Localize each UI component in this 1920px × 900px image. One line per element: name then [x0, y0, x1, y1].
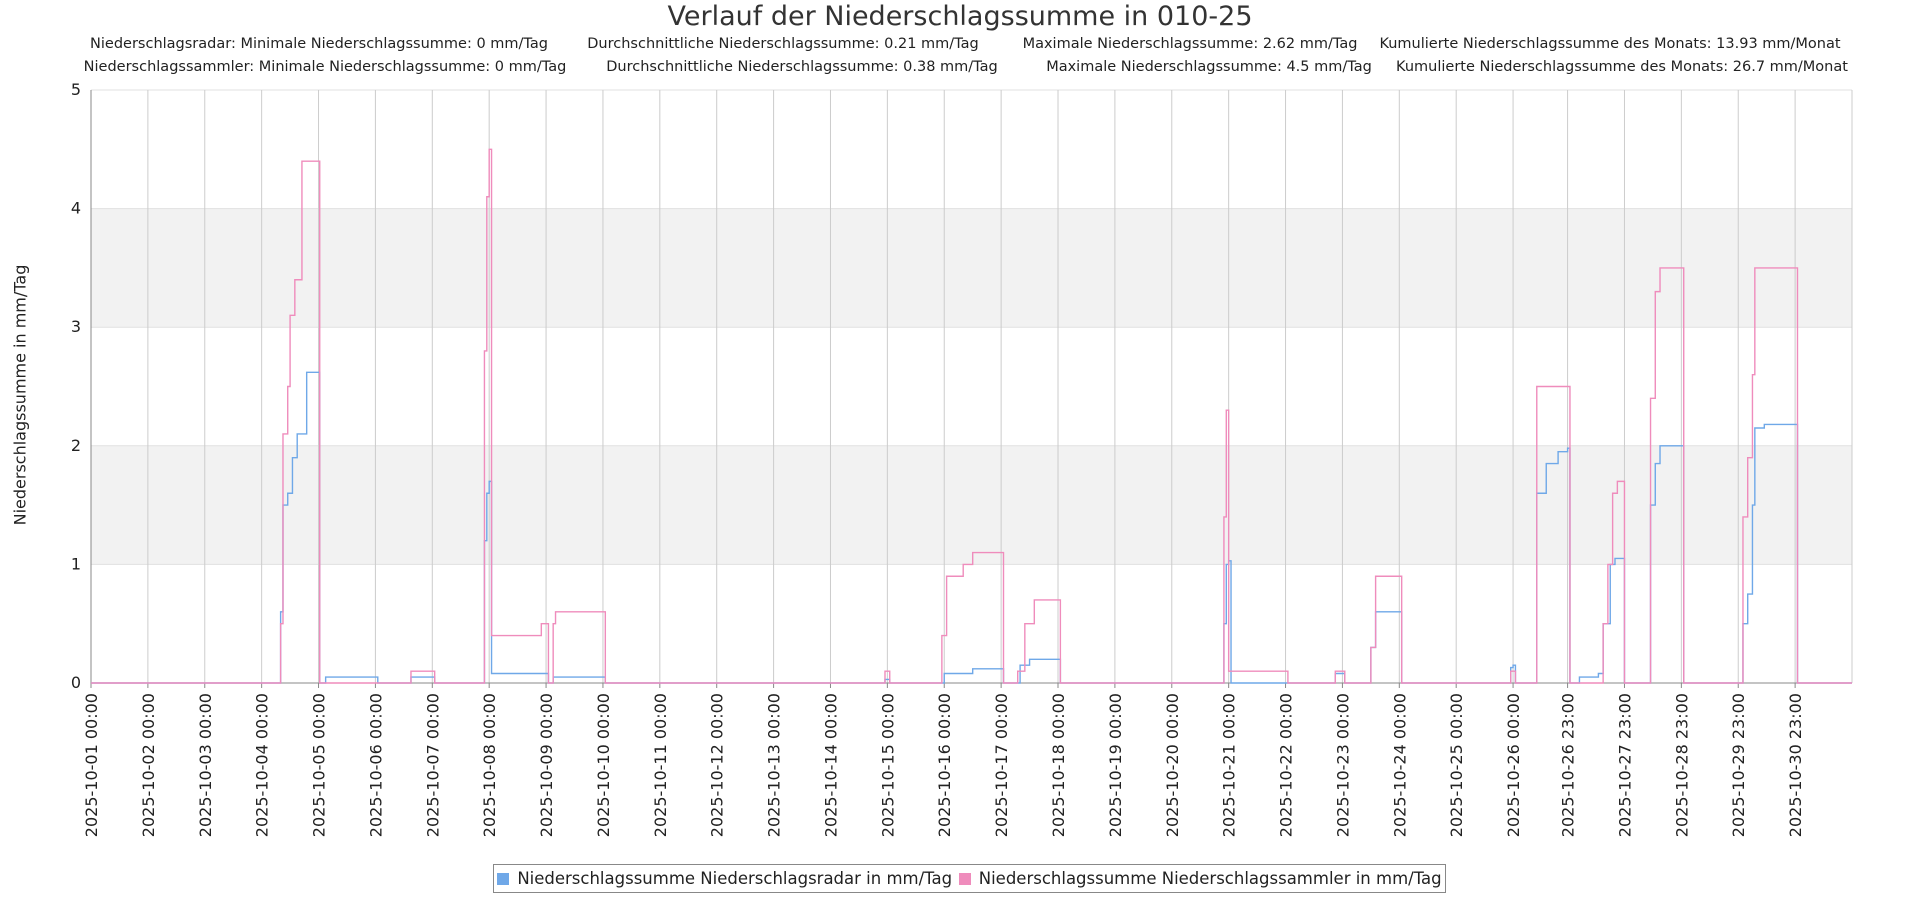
x-tick-label: 2025-10-11 00:00 [651, 693, 670, 837]
y-tick-label: 0 [71, 673, 81, 692]
x-tick-label: 2025-10-06 00:00 [366, 693, 385, 837]
stat-sammler-min: Niederschlagssammler: Minimale Niedersch… [83, 59, 567, 75]
x-tick-label: 2025-10-18 00:00 [1049, 693, 1068, 837]
legend-item-radar: Niederschlagssumme Niederschlagsradar in… [497, 869, 952, 888]
series-line-sammler [91, 148, 1852, 684]
x-tick-label: 2025-10-04 00:00 [253, 693, 272, 837]
stat-radar-max: Maximale Niederschlagssumme: 2.62 mm/Tag [1022, 36, 1358, 52]
x-tick-label: 2025-10-21 00:00 [1220, 693, 1239, 837]
y-tick-label: 5 [71, 80, 81, 99]
x-tick-label: 2025-10-17 00:00 [992, 693, 1011, 837]
x-tick-label: 2025-10-10 00:00 [594, 693, 613, 837]
x-tick-label: 2025-10-28 23:00 [1672, 693, 1691, 837]
stat-radar-sum: Kumulierte Niederschlagssumme des Monats… [1379, 36, 1841, 52]
stats-row-radar: Niederschlagsradar: Minimale Niederschla… [0, 36, 1920, 56]
grid-band [91, 445, 1852, 565]
x-tick-label: 2025-10-13 00:00 [765, 693, 784, 837]
stat-radar-avg: Durchschnittliche Niederschlagssumme: 0.… [587, 36, 979, 52]
legend-item-sammler: Niederschlagssumme Niederschlagssammler … [958, 869, 1442, 888]
x-tick-label: 2025-10-09 00:00 [537, 693, 556, 837]
stat-radar-min: Niederschlagsradar: Minimale Niederschla… [90, 36, 548, 52]
x-tick-label: 2025-10-16 00:00 [935, 693, 954, 837]
x-tick-label: 2025-10-27 23:00 [1615, 693, 1634, 837]
chart-title: Verlauf der Niederschlagssumme in 010-25 [667, 1, 1253, 32]
x-tick-label: 2025-10-25 00:00 [1447, 693, 1466, 837]
x-tick-label: 2025-10-23 00:00 [1333, 693, 1352, 837]
x-tick-label: 2025-10-22 00:00 [1277, 693, 1296, 837]
y-tick-label: 3 [71, 317, 81, 336]
x-tick-label: 2025-10-26 23:00 [1559, 693, 1578, 837]
x-tick-label: 2025-10-14 00:00 [821, 693, 840, 837]
legend-swatch-radar [497, 872, 510, 885]
grid-band [91, 208, 1852, 328]
x-tick-label: 2025-10-20 00:00 [1163, 693, 1182, 837]
x-tick-label: 2025-10-07 00:00 [423, 693, 442, 837]
stat-sammler-avg: Durchschnittliche Niederschlagssumme: 0.… [606, 59, 998, 75]
x-tick-label: 2025-10-15 00:00 [878, 693, 897, 837]
stat-sammler-max: Maximale Niederschlagssumme: 4.5 mm/Tag [1046, 59, 1372, 75]
stats-row-sammler: Niederschlagssammler: Minimale Niedersch… [0, 59, 1920, 79]
y-tick-label: 1 [71, 554, 81, 573]
x-tick-label: 2025-10-24 00:00 [1390, 693, 1409, 837]
x-tick-label: 2025-10-12 00:00 [708, 693, 727, 837]
stat-sammler-sum: Kumulierte Niederschlagssumme des Monats… [1396, 59, 1848, 75]
x-tick-label: 2025-10-03 00:00 [196, 693, 215, 837]
y-tick-label: 2 [71, 436, 81, 455]
legend: Niederschlagssumme Niederschlagsradar in… [493, 864, 1446, 893]
x-tick-label: 2025-10-26 00:00 [1504, 693, 1523, 837]
legend-label-radar: Niederschlagssumme Niederschlagsradar in… [517, 869, 953, 888]
legend-swatch-sammler [958, 872, 971, 885]
y-tick-label: 4 [71, 199, 81, 218]
x-tick-label: 2025-10-08 00:00 [480, 693, 499, 837]
x-tick-label: 2025-10-30 23:00 [1786, 693, 1805, 837]
x-tick-label: 2025-10-01 00:00 [82, 693, 101, 837]
x-tick-label: 2025-10-05 00:00 [310, 693, 329, 837]
x-tick-label: 2025-10-02 00:00 [139, 693, 158, 837]
legend-label-sammler: Niederschlagssumme Niederschlagssammler … [978, 869, 1442, 888]
x-tick-label: 2025-10-19 00:00 [1106, 693, 1125, 837]
x-tick-label: 2025-10-29 23:00 [1729, 693, 1748, 837]
